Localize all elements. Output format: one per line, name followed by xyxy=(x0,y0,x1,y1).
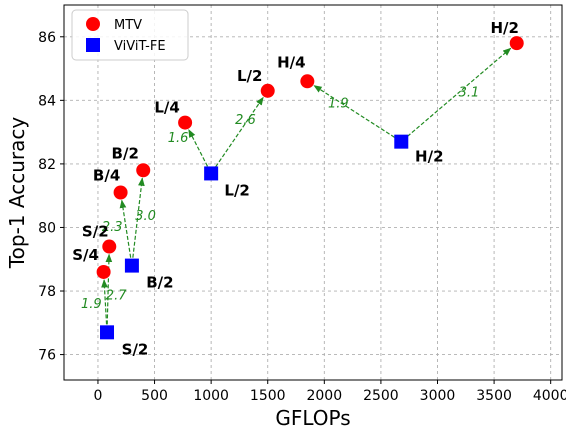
vivit-fe-point xyxy=(100,325,115,340)
axis-ticks: 0 500 1000 1500 2000 2500 3000 3500 4000 76 78 80 82… xyxy=(38,30,566,404)
legend-mtv-marker xyxy=(86,17,100,31)
plot-frame xyxy=(63,4,563,381)
arrows: 1.9 2.7 2.3 3.0 1.6 2.6 1.9 3.1 xyxy=(81,47,512,325)
legend-vivit-fe-marker xyxy=(86,38,100,52)
improvement-arrow xyxy=(132,177,145,258)
grid xyxy=(64,5,562,380)
improvement-arrow xyxy=(215,96,264,168)
x-tick-label: 3000 xyxy=(420,388,456,404)
mtv-point xyxy=(113,185,128,200)
point-labels: S/4 S/2 B/4 B/2 L/4 L/2 H/4 H/2 S/2 B/2 L/2 H/2 xyxy=(72,19,519,358)
x-tick-label: 500 xyxy=(141,388,168,404)
x-tick-label: 3500 xyxy=(476,388,512,404)
mtv-point-label: B/2 xyxy=(112,144,139,162)
vivit-fe-point xyxy=(394,134,409,149)
vivit-fe-point-label: H/2 xyxy=(415,148,443,166)
vivit-fe-point-label: B/2 xyxy=(146,274,173,292)
ratio-label: 2.7 xyxy=(106,288,127,303)
y-tick-label: 76 xyxy=(38,348,56,364)
ratio-label: 1.6 xyxy=(168,131,189,146)
legend: MTV ViViT-FE xyxy=(71,9,189,61)
y-tick-label: 82 xyxy=(38,157,56,173)
x-axis-title: GFLOPs xyxy=(275,406,350,430)
improvement-arrow xyxy=(406,47,512,137)
mtv-point xyxy=(102,239,117,254)
mtv-point xyxy=(260,83,275,98)
improvement-arrow xyxy=(101,279,108,325)
mtv-point-label: L/4 xyxy=(154,99,179,117)
x-tick-label: 1500 xyxy=(250,388,286,404)
mtv-point xyxy=(136,163,151,178)
x-tick-label: 4000 xyxy=(533,388,566,404)
mtv-point xyxy=(178,115,193,130)
mtv-point xyxy=(300,74,315,89)
ratio-label: 2.6 xyxy=(235,113,256,128)
ratio-label: 3.1 xyxy=(459,85,480,100)
mtv-point-label: S/2 xyxy=(82,223,109,241)
ratio-label: 1.9 xyxy=(328,96,349,111)
mtv-point-label: B/4 xyxy=(93,167,120,185)
x-tick-label: 0 xyxy=(93,388,102,404)
data-points xyxy=(96,36,524,340)
vivit-fe-point xyxy=(204,166,219,181)
y-tick-label: 80 xyxy=(38,220,56,236)
mtv-point-label: S/4 xyxy=(72,246,99,264)
mtv-point-label: H/2 xyxy=(490,19,518,37)
legend-entry-label: MTV xyxy=(114,18,142,33)
y-axis-title: Top-1 Accuracy xyxy=(5,117,29,270)
improvement-arrow xyxy=(119,199,132,258)
y-tick-label: 84 xyxy=(38,93,56,109)
y-tick-label: 86 xyxy=(38,30,56,46)
mtv-point xyxy=(96,264,111,279)
improvement-arrow xyxy=(188,128,209,167)
legend-entry-label: ViViT-FE xyxy=(114,39,166,54)
vivit-fe-point-label: L/2 xyxy=(224,181,249,199)
vivit-fe-point-label: S/2 xyxy=(122,340,149,358)
mtv-point xyxy=(509,36,524,51)
ratio-label: 3.0 xyxy=(135,209,156,224)
x-tick-label: 2500 xyxy=(363,388,399,404)
x-tick-label: 1000 xyxy=(193,388,229,404)
vivit-fe-point xyxy=(124,258,139,273)
legend-box xyxy=(71,9,189,61)
mtv-point-label: L/2 xyxy=(237,67,262,85)
x-tick-label: 2000 xyxy=(306,388,342,404)
mtv-point-label: H/4 xyxy=(277,53,305,71)
improvement-arrow xyxy=(313,85,395,138)
ratio-label: 1.9 xyxy=(81,297,102,312)
y-tick-label: 78 xyxy=(38,284,56,300)
ratio-label: 2.3 xyxy=(102,220,123,235)
